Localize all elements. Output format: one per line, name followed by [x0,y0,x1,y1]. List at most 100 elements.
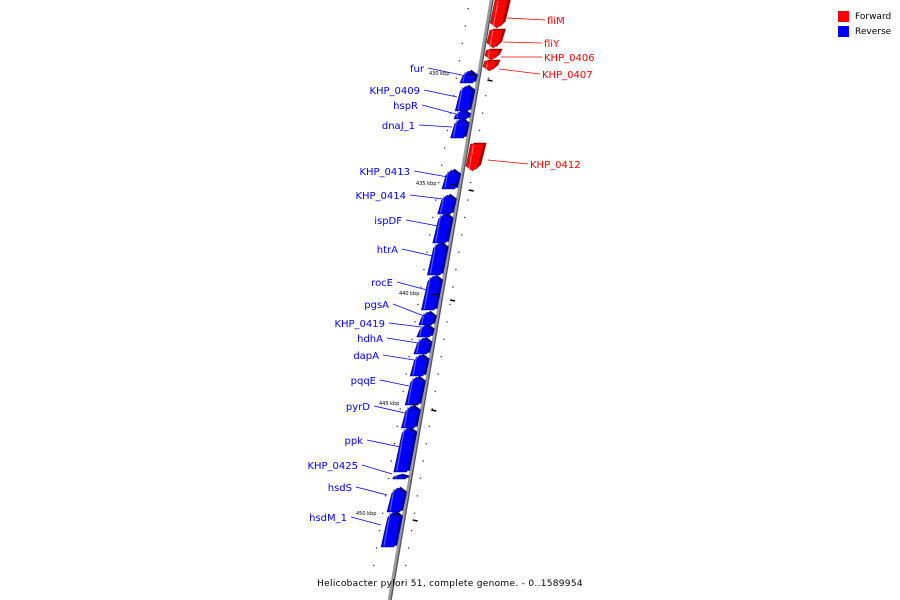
gene-hdhA: hdhA [357,334,433,355]
leader-line [487,159,529,165]
gene-rocE: rocE [371,274,444,311]
minor-tick-left [384,495,387,497]
minor-tick-right [405,564,407,567]
axis-shadow [390,0,494,600]
minor-tick-left [390,460,392,462]
gene-ppk: ppk [345,426,418,473]
gene-label: KHP_0419 [334,319,385,330]
major-tick: 440 kbp [399,291,456,302]
tick-mark [468,73,475,76]
minor-tick-right [461,234,463,236]
gene-arrow-highlight [383,512,391,547]
major-ticks: 430 kbp 435 kbp 440 kbp 445 kbp 450 kbp [356,71,493,522]
minor-tick-left [444,147,446,149]
reverse-swatch-icon [838,26,849,37]
minor-tick-left [370,582,372,584]
leader-line [409,194,444,200]
leader-line [366,439,401,448]
gene-pyrD: pyrD [346,402,421,429]
leader-line [355,486,388,496]
gene-arrow-highlight [421,312,425,325]
axis-line [387,0,493,600]
gene-fliY: fliY [486,28,560,50]
gene-label: hdhA [357,334,383,345]
gene-label: hsdM_1 [309,513,347,524]
tick-mark-right [449,299,456,302]
leader-line [386,337,419,344]
gene-arrow-highlight [456,111,459,119]
minor-tick-left [393,443,395,445]
gene-arrow-highlight [396,428,405,472]
gene-label: pgsA [364,300,389,311]
gene-label: ispDF [374,216,402,227]
minor-tick-left [455,77,458,79]
leader-line [392,303,425,317]
gene-arrow-highlight [435,214,442,243]
minor-tick-left [458,60,461,62]
gene-label: pyrD [346,402,370,413]
gene-arrow-highlight [395,475,397,479]
minor-tick-left [420,286,422,288]
leader-line [350,516,382,526]
minor-tick-left [373,564,375,567]
leader-line [427,67,467,77]
minor-tick-left [432,216,434,219]
leader-line [405,219,439,227]
gene-arrow-highlight [489,30,494,48]
leader-line [379,379,410,387]
genome-axis [387,0,494,600]
major-tick: 430 kbp [429,71,493,82]
tick-mark-right [412,519,418,522]
minor-tick-right [449,303,451,306]
minor-tick-left [467,8,469,10]
minor-tick-right [431,408,433,410]
gene-htrA: htrA [377,241,449,276]
tick-label: 450 kbp [356,511,376,517]
major-tick: 445 kbp [379,401,437,412]
gene-arrow-highlight [457,86,463,111]
leader-line [413,170,449,178]
minor-tick-right [440,356,442,358]
minor-tick-left [435,199,437,201]
tick-mark-right [431,409,437,412]
gene-label: fur [410,64,425,75]
tick-label: 430 kbp [429,71,449,77]
gene-arrow-highlight [487,50,491,60]
genome-caption: Helicobacter pylori 51, complete genome.… [317,579,583,589]
minor-tick-right [470,182,472,184]
minor-tick-left [452,95,455,97]
gene-label: hsdS [328,483,352,494]
gene-arrow-highlight [440,195,445,214]
minor-ticks [370,8,501,584]
leader-line [361,464,393,475]
gene-arrow-highlight [412,355,418,376]
minor-tick-right [467,199,469,201]
gene-arrow-highlight [462,71,466,83]
minor-tick-left [423,269,425,271]
major-tick: 435 kbp [416,181,474,192]
leader-line [373,405,406,414]
gene-arrow-highlight [419,325,423,337]
minor-tick-left [381,512,384,514]
minor-tick-left [378,530,381,532]
minor-tick-left [426,251,428,253]
minor-tick-left [408,356,410,358]
minor-tick-left [461,42,463,45]
gene-label: KHP_0414 [355,191,406,202]
minor-tick-left [402,390,404,393]
minor-tick-right [443,338,445,340]
gene-KHP_0409: KHP_0409 [369,84,476,112]
minor-tick-right [402,582,404,584]
gene-arrow-highlight [423,276,431,310]
minor-tick-left [414,321,416,323]
gene-hsdM_1: hsdM_1 [309,510,403,548]
gene-KHP_0419: KHP_0419 [334,319,435,338]
gene-arrow-highlight [389,488,395,512]
leader-line [396,281,428,291]
minor-tick-right [464,216,466,219]
gene-arrow-highlight [492,0,499,28]
tick-label: 445 kbp [379,401,399,407]
minor-tick-left [417,303,419,306]
gene-arrow-highlight [468,144,475,171]
gene-arrow-highlight [485,61,489,71]
